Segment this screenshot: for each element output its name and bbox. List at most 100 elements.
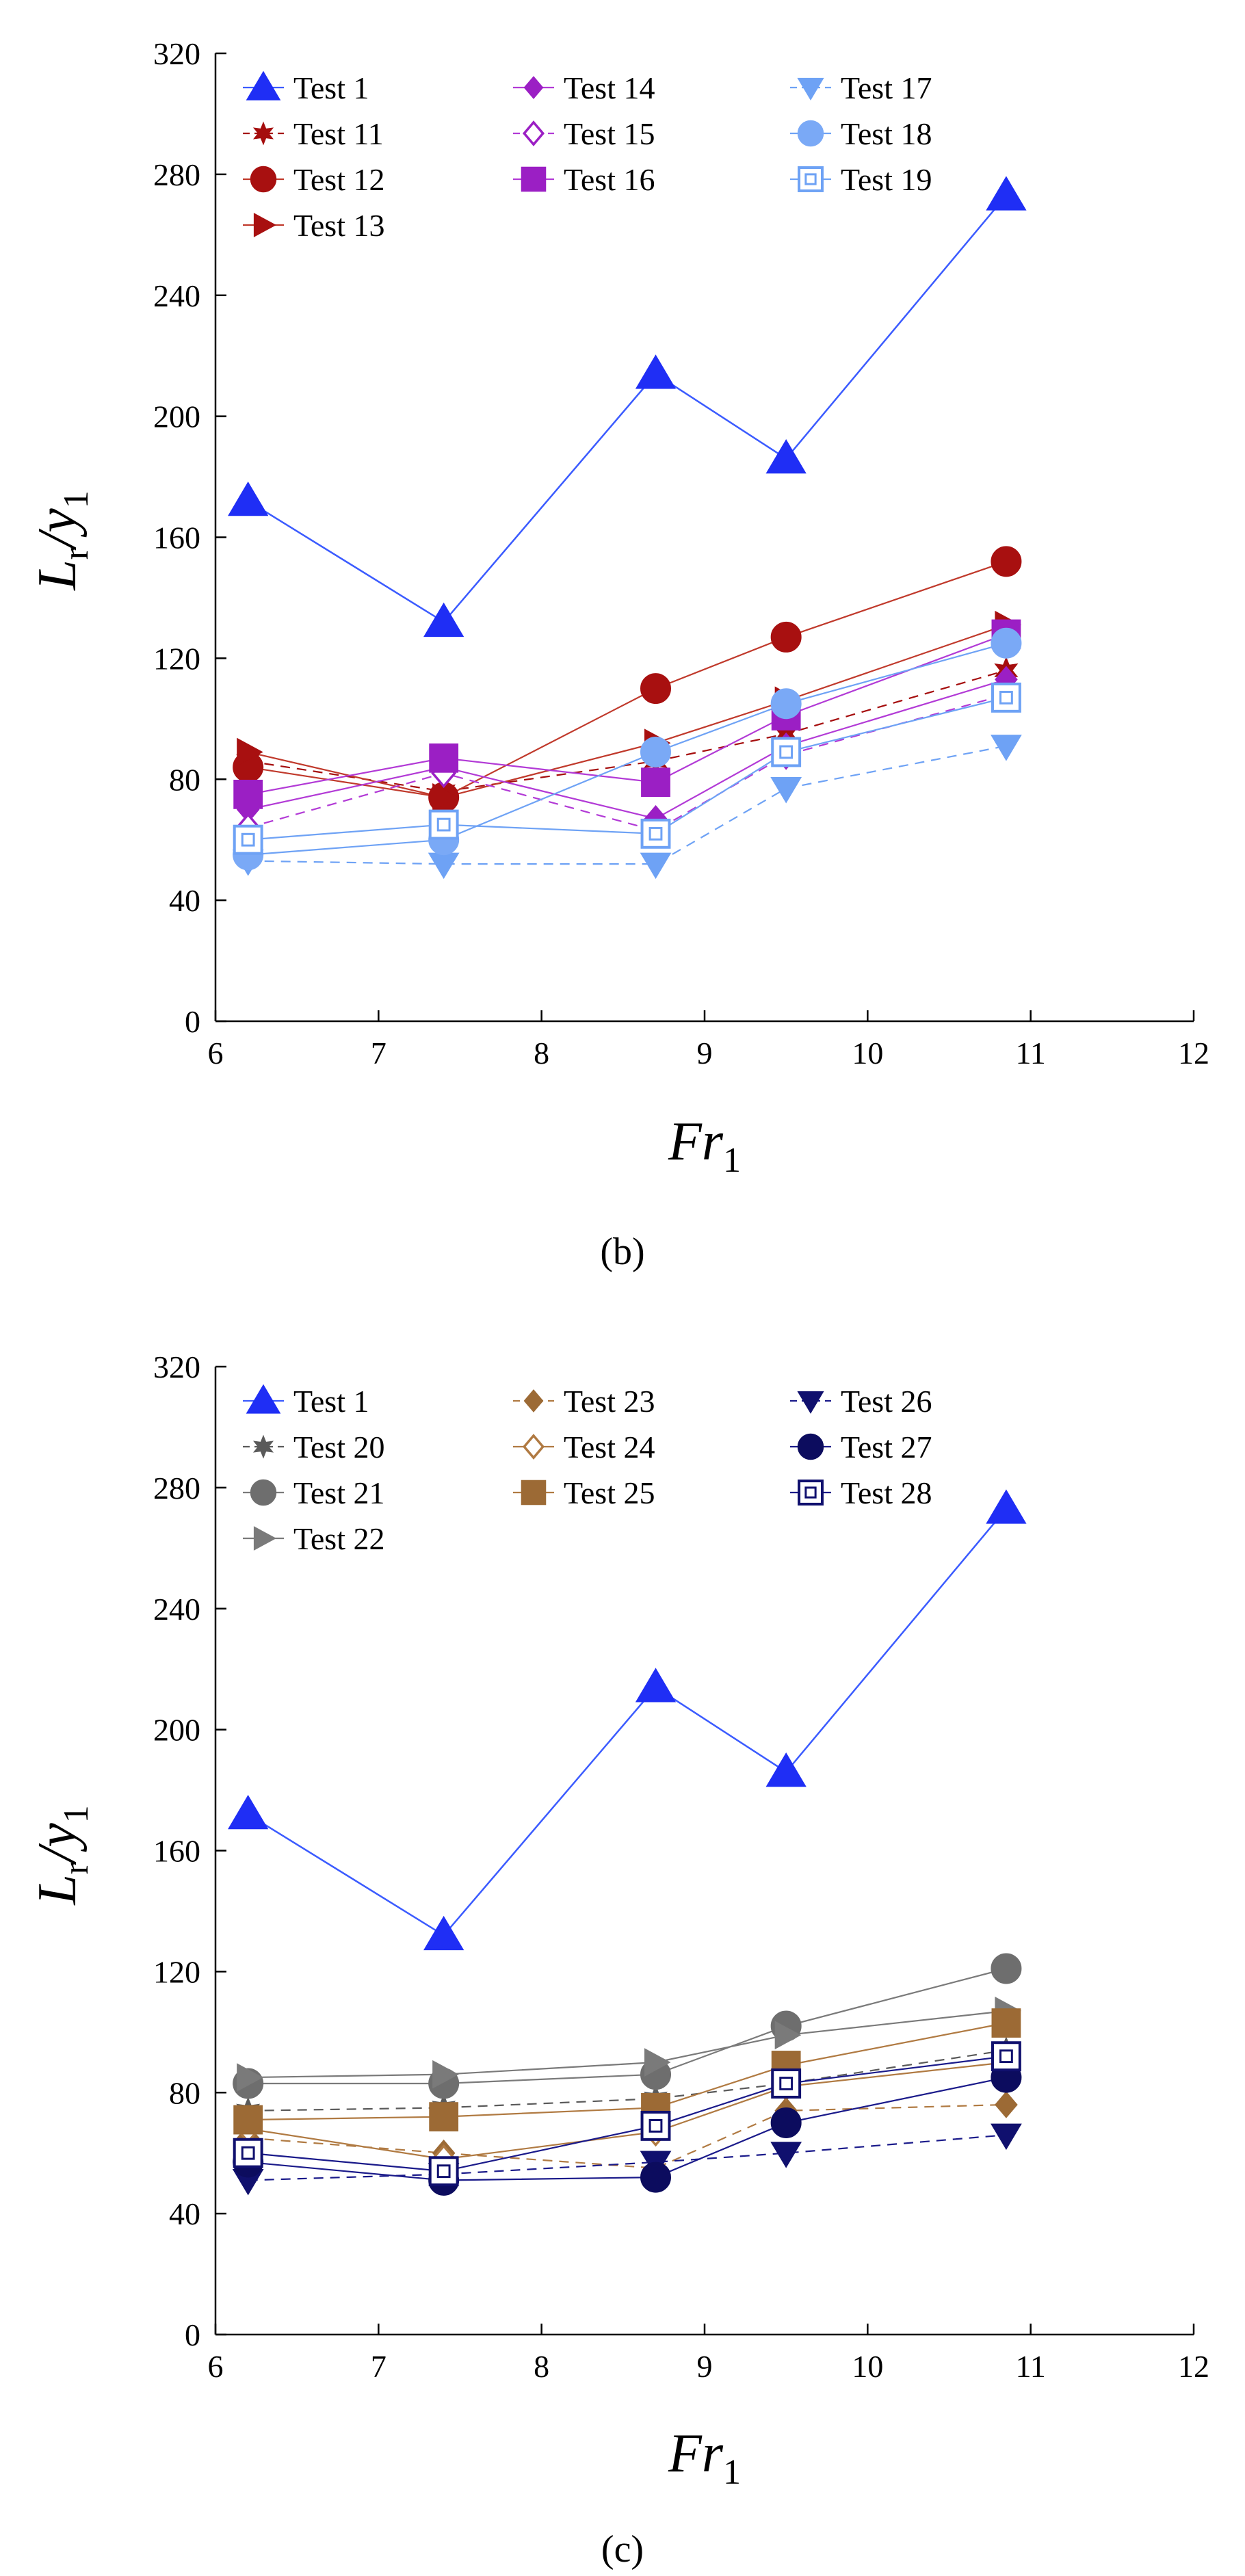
- series-markers: [228, 176, 1027, 880]
- panel-label-c: (c): [601, 2528, 644, 2571]
- legend-item: Test 19: [790, 162, 932, 197]
- y-axis-title-slash: /y: [27, 1823, 88, 1865]
- y-ticks: 0 40 80 120 160 200 240 280 320: [153, 1350, 226, 2352]
- legend-item: Test 22: [243, 1521, 385, 1556]
- y-tick-label: 240: [153, 1592, 200, 1627]
- x-tick-label: 8: [534, 2349, 549, 2384]
- y-axis-title-subscript-r: r: [57, 548, 96, 560]
- legend-item: Test 18: [790, 116, 932, 151]
- data-point-test-16: [233, 779, 263, 809]
- data-point-test-26: [991, 2123, 1022, 2151]
- data-point-test-1: [765, 1752, 807, 1787]
- legend-marker: [523, 1389, 544, 1412]
- y-tick-label: 200: [153, 399, 200, 434]
- data-point-test-1: [635, 1668, 677, 1703]
- legend-item: Test 25: [513, 1475, 655, 1510]
- data-point-test-1: [986, 176, 1027, 211]
- data-point-test-1: [423, 602, 464, 638]
- panel-label-b: (b): [600, 1231, 644, 1273]
- x-tick-label: 9: [697, 2349, 713, 2384]
- data-point-test-18: [991, 627, 1022, 659]
- y-tick-label: 320: [153, 1350, 200, 1384]
- data-point-test-27: [770, 2107, 802, 2138]
- data-point-test-1: [228, 481, 269, 516]
- y-tick-label: 80: [169, 2075, 200, 2110]
- legend-item: Test 23: [513, 1384, 655, 1419]
- series-line-test-26: [248, 2134, 1006, 2181]
- legend-marker: [250, 1479, 277, 1506]
- data-point-test-22: [432, 2060, 459, 2089]
- x-tick-label: 9: [697, 1036, 713, 1070]
- data-point-test-19: [640, 818, 671, 849]
- legend-item: Test 26: [790, 1384, 932, 1419]
- data-point-test-12: [770, 621, 802, 653]
- legend-marker: [252, 121, 274, 146]
- x-tick-label: 7: [371, 2349, 386, 2384]
- data-point-test-25: [233, 2105, 263, 2135]
- legend: Test 1 Test 11 Test 12 Test 13 Test 14 Test 1…: [243, 70, 932, 243]
- data-point-test-19: [991, 682, 1021, 713]
- legend-marker: [797, 120, 824, 147]
- data-point-test-16: [641, 767, 670, 798]
- x-axis-title: Fr1: [668, 1112, 741, 1180]
- data-point-test-28: [640, 2110, 671, 2141]
- legend-label: Test 17: [841, 70, 932, 105]
- legend-marker: [522, 1434, 545, 1460]
- legend-item: Test 24: [513, 1430, 655, 1464]
- data-point-test-1: [228, 1794, 269, 1830]
- legend-label: Test 24: [564, 1430, 655, 1464]
- legend-label: Test 11: [293, 116, 384, 151]
- legend-item: Test 27: [790, 1430, 932, 1464]
- y-tick-label: 40: [169, 883, 200, 918]
- legend-marker: [246, 70, 281, 101]
- x-tick-label: 11: [1016, 2349, 1046, 2384]
- data-point-test-12: [991, 546, 1022, 577]
- data-point-test-1: [635, 354, 677, 389]
- y-tick-label: 160: [153, 1834, 200, 1869]
- legend-marker: [797, 1433, 824, 1460]
- data-point-test-18: [770, 688, 802, 720]
- legend-marker: [798, 166, 824, 192]
- x-tick-label: 10: [852, 2349, 883, 2384]
- legend-label: Test 28: [841, 1475, 932, 1510]
- y-tick-label: 80: [169, 762, 200, 797]
- legend-marker: [522, 120, 545, 146]
- legend-label: Test 1: [293, 70, 369, 105]
- y-tick-label: 320: [153, 36, 200, 71]
- legend-item: Test 16: [513, 162, 655, 197]
- legend-marker: [253, 213, 276, 237]
- x-ticks: 6 7 8 9 10 11 12: [208, 1010, 1209, 1070]
- legend-label: Test 14: [564, 70, 655, 105]
- legend-label: Test 19: [841, 162, 932, 197]
- x-tick-label: 7: [371, 1036, 386, 1070]
- legend-label: Test 12: [293, 162, 385, 197]
- data-point-test-28: [233, 2138, 263, 2168]
- legend-label: Test 1: [293, 1384, 369, 1419]
- series-line-test-17: [248, 745, 1007, 865]
- series-line-test-23: [248, 2103, 1006, 2169]
- y-tick-label: 280: [153, 1471, 200, 1506]
- legend-item: Test 28: [790, 1475, 932, 1510]
- y-tick-label: 160: [153, 521, 200, 555]
- y-tick-label: 120: [153, 1954, 200, 1989]
- legend-marker: [521, 166, 547, 192]
- legend: Test 1 Test 20 Test 21 Test 22 Test 23 Test 2…: [243, 1384, 932, 1556]
- legend-label: Test 22: [293, 1521, 385, 1556]
- y-axis-title-slash: /y: [27, 508, 88, 551]
- legend-label: Test 15: [564, 116, 655, 151]
- y-tick-label: 240: [153, 278, 200, 313]
- y-tick-label: 0: [185, 1004, 200, 1039]
- legend-label: Test 13: [293, 208, 385, 243]
- x-tick-label: 11: [1016, 1036, 1046, 1070]
- y-tick-label: 200: [153, 1713, 200, 1748]
- data-point-test-1: [986, 1489, 1027, 1524]
- y-tick-label: 120: [153, 641, 200, 676]
- legend-label: Test 20: [293, 1430, 385, 1464]
- x-axis-title-main: Fr: [668, 1112, 724, 1172]
- data-point-test-28: [771, 2068, 802, 2099]
- y-ticks: 0 40 80 120 160 200 240 280 320: [153, 36, 226, 1039]
